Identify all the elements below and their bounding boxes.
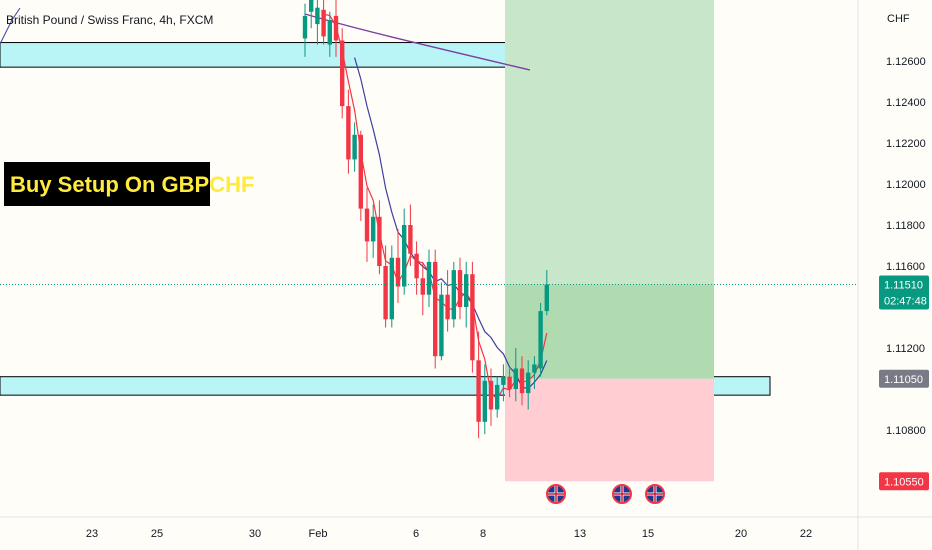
banner-text: Buy Setup On GBPCHF [10,172,254,197]
candle-body [482,380,487,422]
candle-body [439,294,444,357]
candle-body [532,364,537,373]
events-layer [546,484,665,504]
time-tick-label: 13 [574,528,586,540]
trade-layer [505,0,714,482]
uk-flag-icon[interactable] [546,484,566,504]
candle-body [402,225,407,287]
price-badge-label: 1.11510 [884,279,923,291]
candle-body [544,284,549,312]
price-tick-label: 1.11800 [886,220,925,232]
ma-long-line [304,13,531,71]
time-tick-label: 6 [413,528,419,540]
candle-body [519,368,525,394]
banner-box [4,162,210,206]
price-tick-label: 1.12200 [886,138,926,150]
candle-body [321,9,326,37]
banner: Buy Setup On GBPCHF [4,162,254,206]
candle-body [408,225,413,254]
time-tick-label: 22 [800,528,812,540]
time-tick-label: Feb [309,528,328,540]
price-tick-label: 1.12600 [886,56,926,68]
candle-body [488,380,494,410]
chart-title: British Pound / Swiss Franc, 4h, FXCM [6,13,213,27]
price-tick-label: 1.12400 [886,97,926,109]
candle-body [538,311,543,369]
uk-flag-icon[interactable] [612,484,632,504]
candle-body [457,270,463,307]
price-tick-label: 1.12000 [886,179,926,191]
candle-body [513,368,518,389]
candle-body [501,376,506,385]
candle-body [414,253,419,279]
time-tick-label: 15 [642,528,654,540]
price-badge: 1.11510 02:47:48 [879,275,929,310]
price-badge: 1.10550 [879,472,929,491]
currency-label: CHF [887,13,910,25]
candle-body [507,376,512,389]
price-badge: 1.11050 [879,369,929,388]
candle-body [327,20,332,45]
price-tick-label: 1.11600 [886,261,925,273]
price-badge-countdown: 02:47:48 [884,295,927,307]
candle-body [464,274,469,307]
candle-body [395,257,401,287]
candle-body [389,257,394,320]
candle-body [377,216,382,266]
candle-body [476,360,481,422]
candle-body [426,261,432,295]
uk-flag-icon[interactable] [645,484,665,504]
time-tick-label: 30 [249,528,261,540]
price-axis: 1.12600 1.12400 1.12200 1.12000 1.11800 1.116… [886,56,926,437]
candle-body [420,278,425,295]
price-badges: 1.11510 02:47:48 1.11050 1.10550 [879,275,929,491]
candle-body [333,15,339,41]
candle-body [302,15,308,39]
ma-left-fragment [0,7,21,45]
time-tick-label: 20 [735,528,747,540]
candle-body [433,261,438,357]
candle-body [371,216,376,242]
candle-body [383,266,388,320]
candle-body [340,40,345,107]
candle-body [358,134,363,209]
time-axis: 23 25 30 Feb 6 8 13 15 20 22 [86,528,812,540]
price-badge-label: 1.11050 [884,374,923,386]
candle-body [352,134,357,160]
stop-zone [505,378,714,482]
candle-body [445,294,450,320]
price-tick-label: 1.10800 [886,425,926,437]
candles-layer [302,0,549,439]
candle-body [315,7,320,25]
candle-body [346,106,351,160]
time-tick-label: 8 [480,528,486,540]
price-tick-label: 1.11200 [886,343,925,355]
candle-body [526,372,531,394]
price-badge-label: 1.10550 [884,476,924,488]
candle-body [495,384,500,410]
candle-body [309,0,314,12]
time-tick-label: 23 [86,528,98,540]
candle-body [451,270,456,320]
candle-body [470,274,475,361]
candle-body [364,208,370,242]
time-tick-label: 25 [151,528,163,540]
